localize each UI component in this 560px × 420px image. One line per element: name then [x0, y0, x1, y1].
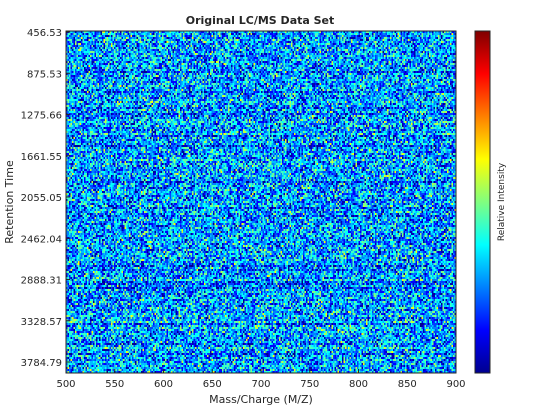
y-tick-label: 875.53	[27, 69, 62, 80]
y-axis-label: Retention Time	[3, 160, 16, 244]
x-axis: 500 550 600 650 700 750 800 850 900	[56, 369, 466, 390]
y-tick-label: 3784.79	[21, 358, 62, 369]
x-tick-label: 550	[105, 379, 124, 390]
y-tick-label: 2055.05	[21, 193, 62, 204]
x-tick-label: 500	[56, 379, 75, 390]
chart-title: Original LC/MS Data Set	[186, 14, 335, 27]
y-axis: 456.53 875.53 1275.66 1661.55 2055.05 2462.04…	[21, 28, 70, 369]
x-tick-label: 800	[349, 379, 368, 390]
x-tick-label: 900	[446, 379, 465, 390]
heatmap-image	[66, 31, 456, 373]
y-tick-label: 3328.57	[21, 317, 62, 328]
y-tick-label: 1275.66	[21, 111, 62, 122]
x-tick-label: 700	[251, 379, 270, 390]
x-tick-label: 650	[203, 379, 222, 390]
x-axis-label: Mass/Charge (M/Z)	[209, 393, 313, 406]
colorbar-label: Relative Intensity	[497, 162, 507, 241]
y-tick-label: 2888.31	[21, 276, 62, 287]
x-tick-label: 600	[154, 379, 173, 390]
y-tick-label: 456.53	[27, 28, 62, 39]
colorbar	[474, 30, 491, 374]
x-tick-label: 850	[398, 379, 417, 390]
y-tick-label: 1661.55	[21, 152, 62, 163]
heatmap-area	[66, 31, 456, 373]
y-tick-label: 2462.04	[21, 234, 62, 245]
x-tick-label: 750	[300, 379, 319, 390]
